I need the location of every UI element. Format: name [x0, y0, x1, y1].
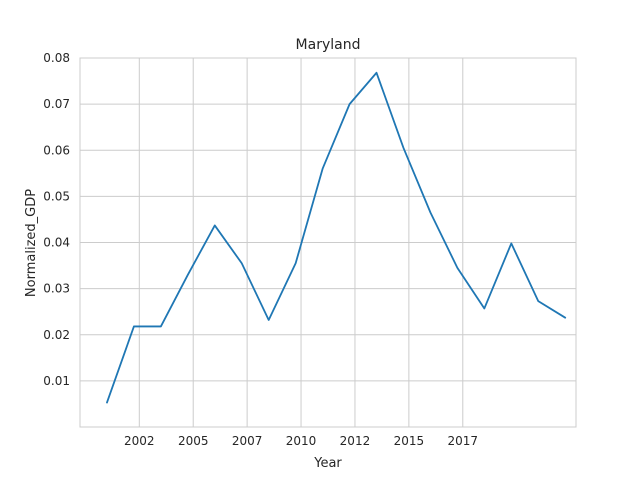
x-tick-label: 2010 [286, 434, 317, 448]
y-axis-ticks: 0.01 0.02 0.03 0.04 0.05 0.06 0.07 0.08 [43, 51, 70, 388]
x-tick-label: 2017 [448, 434, 479, 448]
plot-frame [79, 57, 577, 428]
series-layer [106, 71, 567, 404]
y-tick-label: 0.06 [43, 143, 70, 157]
y-tick-label: 0.03 [43, 282, 70, 296]
y-axis-label: Normalized_GDP [24, 189, 39, 297]
x-axis-ticks: 2002 2005 2007 2010 2012 2015 2017 [124, 434, 478, 448]
y-tick-label: 0.07 [43, 97, 70, 111]
chart-title: Maryland [296, 37, 361, 53]
y-tick-label: 0.08 [43, 51, 70, 65]
x-tick-label: 2015 [394, 434, 425, 448]
x-tick-label: 2012 [340, 434, 371, 448]
x-tick-label: 2007 [232, 434, 263, 448]
x-axis-label: Year [313, 456, 342, 471]
x-tick-label: 2002 [124, 434, 155, 448]
y-tick-label: 0.01 [43, 374, 70, 388]
y-tick-label: 0.04 [43, 236, 70, 250]
y-tick-label: 0.02 [43, 328, 70, 342]
series-line [106, 71, 567, 404]
x-tick-label: 2005 [178, 434, 209, 448]
y-tick-label: 0.05 [43, 189, 70, 203]
